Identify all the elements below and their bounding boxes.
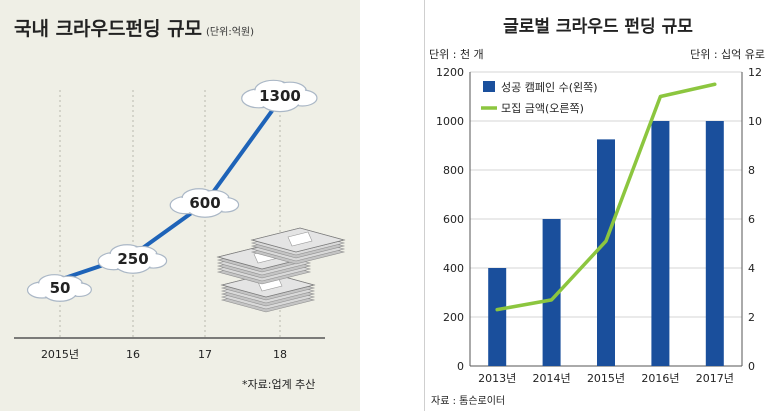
domestic-series-line (58, 97, 282, 282)
money-stack-illustration (216, 227, 346, 313)
value-label: 50 (50, 279, 71, 297)
left-y-tick-label: 1000 (436, 115, 464, 128)
bill-band (287, 231, 313, 247)
x-tick-label: 17 (198, 348, 212, 361)
bar (651, 121, 670, 366)
x-tick-label: 16 (126, 348, 140, 361)
funding-amount-line (495, 82, 717, 312)
bar (542, 219, 561, 366)
x-tick-label: 2016년 (641, 372, 679, 385)
value-label: 1300 (259, 87, 301, 105)
legend-swatch-bars (483, 81, 495, 92)
x-tick-label: 2014년 (533, 372, 571, 385)
legend-label-bars: 성공 캠페인 수(왼쪽) (501, 80, 598, 94)
domestic-chart-plot: 50 250 600 1300 2015년 16 17 18 (14, 79, 346, 361)
right-y-tick-label: 10 (748, 115, 762, 128)
x-tick-label: 18 (273, 348, 287, 361)
right-y-tick-label: 6 (748, 213, 755, 226)
bar (488, 268, 507, 366)
legend-label-line: 모집 금액(오른쪽) (501, 102, 584, 115)
left-y-tick-label: 0 (457, 360, 464, 373)
left-y-tick-label: 800 (443, 164, 464, 177)
domestic-chart-panel: 국내 크라우드펀딩 규모 (단위:억원) 50 250 600 1300 2015년 16 1… (0, 0, 360, 411)
value-cloud (26, 274, 92, 302)
domestic-chart-source: *자료:업계 추산 (242, 378, 316, 391)
right-y-tick-label: 0 (748, 360, 755, 373)
global-chart-source: 자료 : 톰슨로이터 (431, 396, 506, 407)
x-tick-label: 2015년 (587, 372, 625, 385)
right-axis-unit: 단위 : 십억 유로 (690, 48, 765, 61)
value-label: 600 (189, 194, 220, 212)
bar (597, 139, 615, 366)
right-y-tick-label: 12 (748, 66, 762, 79)
domestic-chart-unit: (단위:억원) (206, 27, 255, 38)
right-y-tick-label: 4 (748, 262, 755, 275)
cloud-fill (44, 283, 76, 301)
cloud-fill (261, 91, 299, 111)
left-axis-unit: 단위 : 천 개 (429, 48, 484, 61)
domestic-chart-title: 국내 크라우드펀딩 규모 (단위:억원) (14, 18, 255, 40)
left-y-tick-label: 200 (443, 311, 464, 324)
value-label: 250 (117, 250, 148, 268)
x-tick-label: 2017년 (696, 372, 734, 385)
left-y-tick-label: 1200 (436, 66, 464, 79)
left-y-tick-label: 600 (443, 213, 464, 226)
value-cloud (97, 244, 168, 274)
value-cloud (241, 79, 318, 113)
global-chart-panel: 글로벌 크라우드 펀딩 규모 단위 : 천 개 단위 : 십억 유로 0 200 4… (424, 0, 770, 411)
global-chart-plot: 0 200 400 600 800 1000 1200 0 2 4 6 8 10 12 2013년 2014년… (436, 66, 762, 385)
value-cloud (169, 188, 240, 218)
x-tick-label: 2015년 (41, 348, 79, 361)
cloud-fill (188, 198, 222, 217)
right-y-tick-label: 2 (748, 311, 755, 324)
global-chart-title: 글로벌 크라우드 펀딩 규모 (503, 17, 693, 37)
cloud-fill (116, 254, 150, 273)
bar (705, 121, 724, 366)
left-y-tick-label: 400 (443, 262, 464, 275)
right-y-tick-label: 8 (748, 164, 755, 177)
x-tick-label: 2013년 (478, 372, 516, 385)
